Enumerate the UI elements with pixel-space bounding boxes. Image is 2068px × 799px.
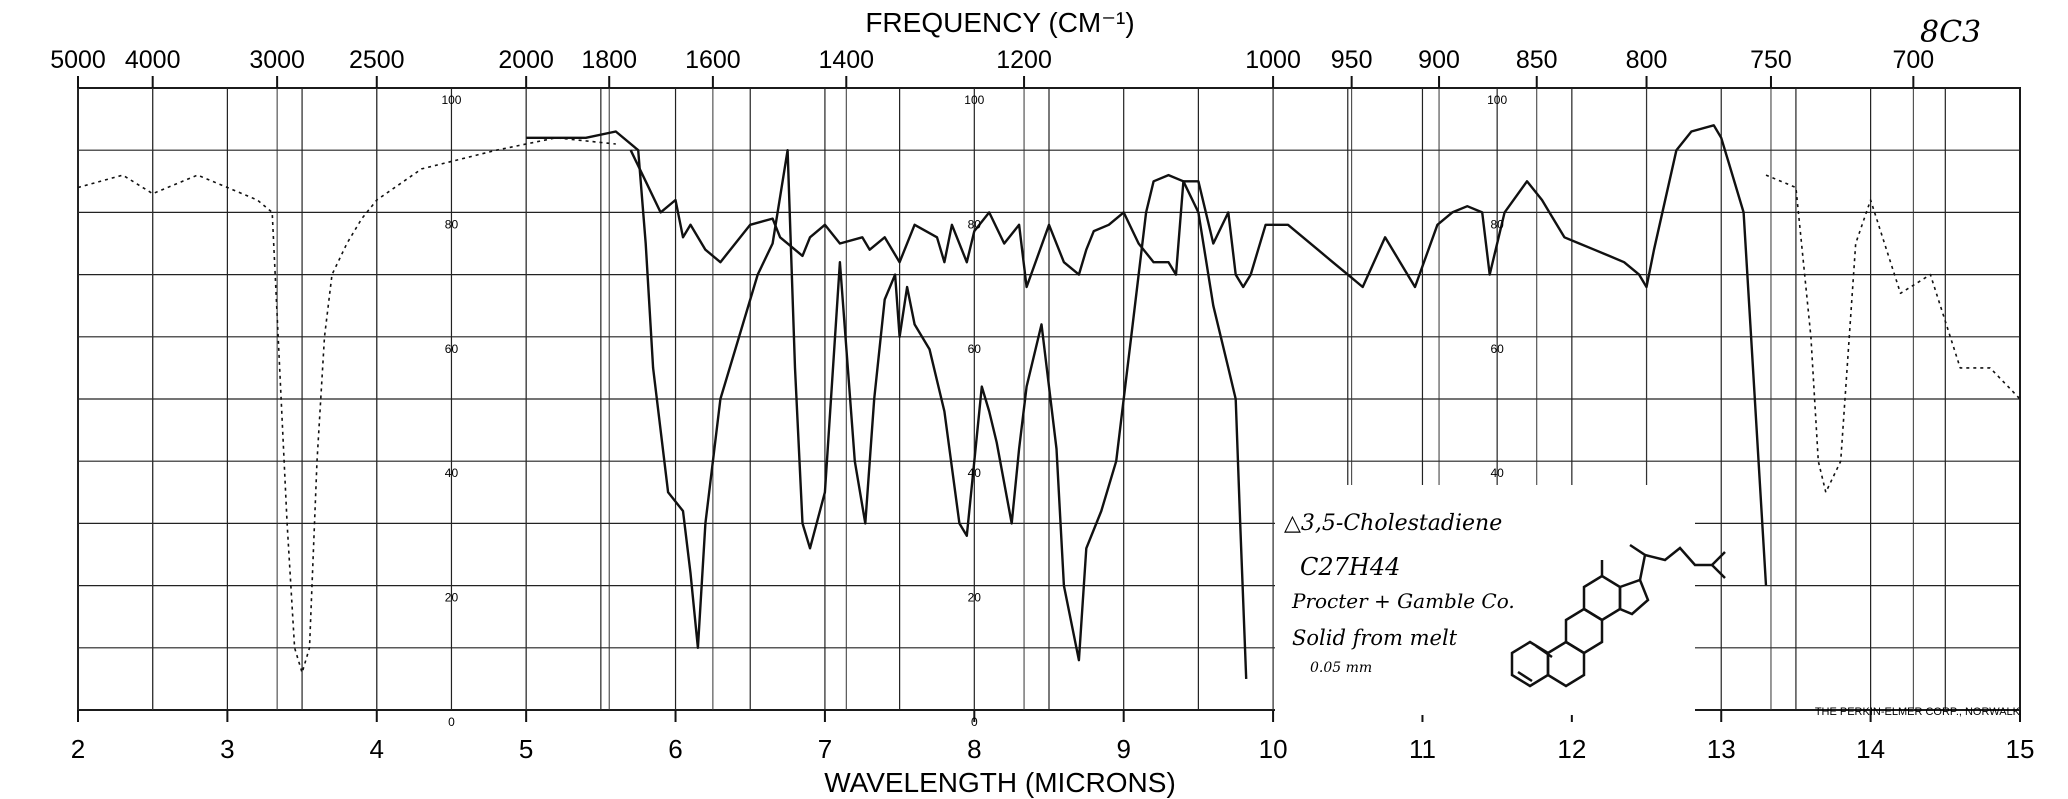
frequency-tick-label: 700 [1892, 46, 1934, 74]
structure-drawing [1510, 543, 1726, 688]
frequency-tick-label: 1800 [581, 46, 637, 74]
transmittance-scale-labels: 100 80 60 40 20 0 100 80 60 40 20 0 100 80 60 40 [441, 93, 1507, 729]
scale-label: 100 [441, 93, 461, 107]
frequency-tick-label: 5000 [50, 46, 106, 74]
scale-label: 60 [1490, 342, 1504, 356]
x-tick-label: 3 [220, 734, 234, 764]
scale-label: 80 [968, 217, 982, 231]
scale-label: 20 [968, 591, 982, 605]
grid [77, 87, 2021, 711]
sample-prep: Solid from melt [1292, 626, 1458, 650]
scale-label: 20 [445, 591, 459, 605]
spectrum-traces [77, 124, 2021, 679]
compound-name: △3,5-Cholestadiene [1284, 511, 1502, 536]
x-tick-label: 12 [1557, 734, 1586, 764]
spectrum-trace [629, 124, 1768, 586]
frequency-tick-label: 950 [1331, 46, 1373, 74]
spectrum-trace [526, 130, 1248, 679]
scale-label: 40 [445, 466, 459, 480]
scale-label: 0 [448, 715, 455, 729]
frequency-tick-label: 1200 [996, 46, 1052, 74]
scale-label: 100 [1487, 93, 1507, 107]
frequency-tick-label: 900 [1418, 46, 1460, 74]
frequency-tick-label: 4000 [125, 46, 181, 74]
x-axis-label: WAVELENGTH (MICRONS) [824, 767, 1176, 798]
frequency-tick-label: 850 [1516, 46, 1558, 74]
x-tick-label: 15 [2006, 734, 2035, 764]
annotation-box: △3,5-Cholestadiene C27H44 Procter + Gamb… [1275, 485, 1726, 715]
x-tick-label: 9 [1116, 734, 1130, 764]
scale-label: 60 [968, 342, 982, 356]
x-tick-label: 5 [519, 734, 533, 764]
frequency-tick-label: 800 [1626, 46, 1668, 74]
scale-label: 0 [971, 715, 978, 729]
spectrum-trace-dashed [1765, 174, 2021, 494]
x-tick-label: 8 [967, 734, 981, 764]
chart-title: FREQUENCY (CM⁻¹) [865, 7, 1134, 38]
frequency-tick-label: 2000 [498, 46, 554, 74]
x-tick-label: 11 [1409, 734, 1436, 764]
sample-thickness: 0.05 mm [1310, 660, 1372, 676]
scale-label: 40 [968, 466, 982, 480]
scale-label: 80 [1490, 217, 1504, 231]
frequency-tick-label: 750 [1750, 46, 1792, 74]
compound-source: Procter + Gamble Co. [1291, 589, 1515, 613]
frequency-tick-label: 2500 [349, 46, 405, 74]
x-tick-label: 7 [818, 734, 832, 764]
scale-label: 80 [445, 217, 459, 231]
x-tick-label: 13 [1707, 734, 1736, 764]
margin-note: 8C3 [1920, 15, 1981, 50]
x-tick-label: 14 [1856, 734, 1885, 764]
x-tick-label: 10 [1259, 734, 1288, 764]
frequency-tick-label: 1400 [818, 46, 874, 74]
frequency-tick-label: 1600 [685, 46, 741, 74]
frequency-tick-label: 1000 [1245, 46, 1301, 74]
scale-label: 60 [445, 342, 459, 356]
footer-credit: THE PERKIN-ELMER CORP., NORWALK [1815, 706, 2021, 718]
scale-label: 100 [964, 93, 984, 107]
x-tick-label: 2 [71, 734, 85, 764]
x-tick-label: 4 [370, 734, 384, 764]
x-tick-label: 6 [668, 734, 682, 764]
spectrum-trace-dashed [77, 137, 616, 674]
frequency-tick-label: 3000 [249, 46, 305, 74]
scale-label: 40 [1490, 466, 1504, 480]
compound-formula: C27H44 [1300, 553, 1400, 581]
